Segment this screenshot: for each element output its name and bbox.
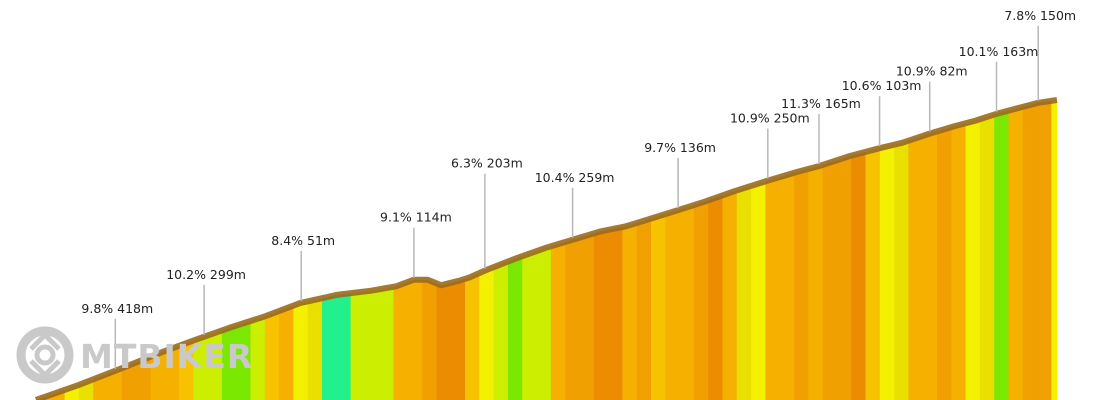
grade-stripe [851, 100, 867, 400]
watermark: MTBIKER [16, 326, 253, 384]
segment-label: 9.1% 114m [380, 210, 452, 225]
grade-stripe [350, 100, 366, 400]
grade-stripe [436, 100, 452, 400]
segment-label: 10.9% 82m [896, 64, 968, 79]
grade-stripe [779, 100, 795, 400]
grade-stripe [736, 100, 752, 400]
grade-stripe [422, 100, 437, 400]
segment-label: 10.6% 103m [842, 78, 922, 93]
grade-stripe [608, 100, 623, 400]
grade-stripe [565, 100, 581, 400]
grade-stripe [865, 100, 881, 400]
grade-stripe [751, 100, 766, 400]
segment-labels: 9.8% 418m 10.2% 299m 8.4% 51m 9.1% 114m 6.3%… [81, 8, 1076, 369]
grade-stripe [593, 100, 609, 400]
segment-label: 8.4% 51m [271, 233, 335, 248]
grade-stripe [794, 100, 809, 400]
grade-stripe [822, 100, 838, 400]
watermark-text: MTBIKER [80, 337, 253, 376]
grade-stripe [879, 100, 895, 400]
grade-stripe [679, 100, 695, 400]
grade-stripe [622, 100, 638, 400]
segment-label: 10.1% 163m [959, 44, 1039, 59]
grade-stripe [836, 100, 852, 400]
grade-stripe [722, 100, 738, 400]
grade-stripe [364, 100, 380, 400]
segment-label: 10.4% 259m [535, 170, 615, 185]
grade-stripe [651, 100, 666, 400]
grade-stripe [1022, 100, 1038, 400]
grade-stripe [336, 100, 352, 400]
grade-stripe [522, 100, 538, 400]
grade-stripe [507, 100, 523, 400]
segment-label: 10.9% 250m [730, 111, 810, 126]
grade-stripe [1037, 100, 1052, 400]
grade-stripe [894, 100, 909, 400]
grade-stripe [465, 100, 480, 400]
grade-stripe [1008, 100, 1024, 400]
grade-stripe [1066, 90, 1081, 400]
grade-stripe [1051, 100, 1058, 400]
grade-stripe [908, 100, 924, 400]
grade-stripe [579, 100, 595, 400]
grade-stripe [450, 100, 466, 400]
segment-label: 9.7% 136m [644, 140, 716, 155]
grade-stripe [407, 100, 423, 400]
grade-stripe [693, 100, 709, 400]
grade-stripe [665, 100, 681, 400]
segment-label: 9.8% 418m [81, 301, 153, 316]
grade-stripe [937, 100, 952, 400]
grade-stripe [994, 100, 1010, 400]
grade-stripe [379, 100, 395, 400]
grade-stripe [808, 100, 824, 400]
segment-label: 11.3% 165m [781, 96, 861, 111]
grade-stripe [979, 100, 995, 400]
grade-stripe [922, 100, 938, 400]
segment-label: 6.3% 203m [451, 156, 523, 171]
gear-logo-icon [16, 326, 74, 384]
grade-stripe [636, 100, 652, 400]
grade-stripe [708, 100, 724, 400]
grade-stripe [479, 100, 495, 400]
segment-label: 10.2% 299m [166, 267, 246, 282]
profile-ridge-line [35, 97, 1058, 400]
grade-stripe [493, 100, 509, 400]
grade-stripe [951, 100, 967, 400]
grade-stripe [965, 100, 981, 400]
segment-label: 7.8% 150m [1004, 8, 1076, 23]
grade-stripe [393, 100, 409, 400]
